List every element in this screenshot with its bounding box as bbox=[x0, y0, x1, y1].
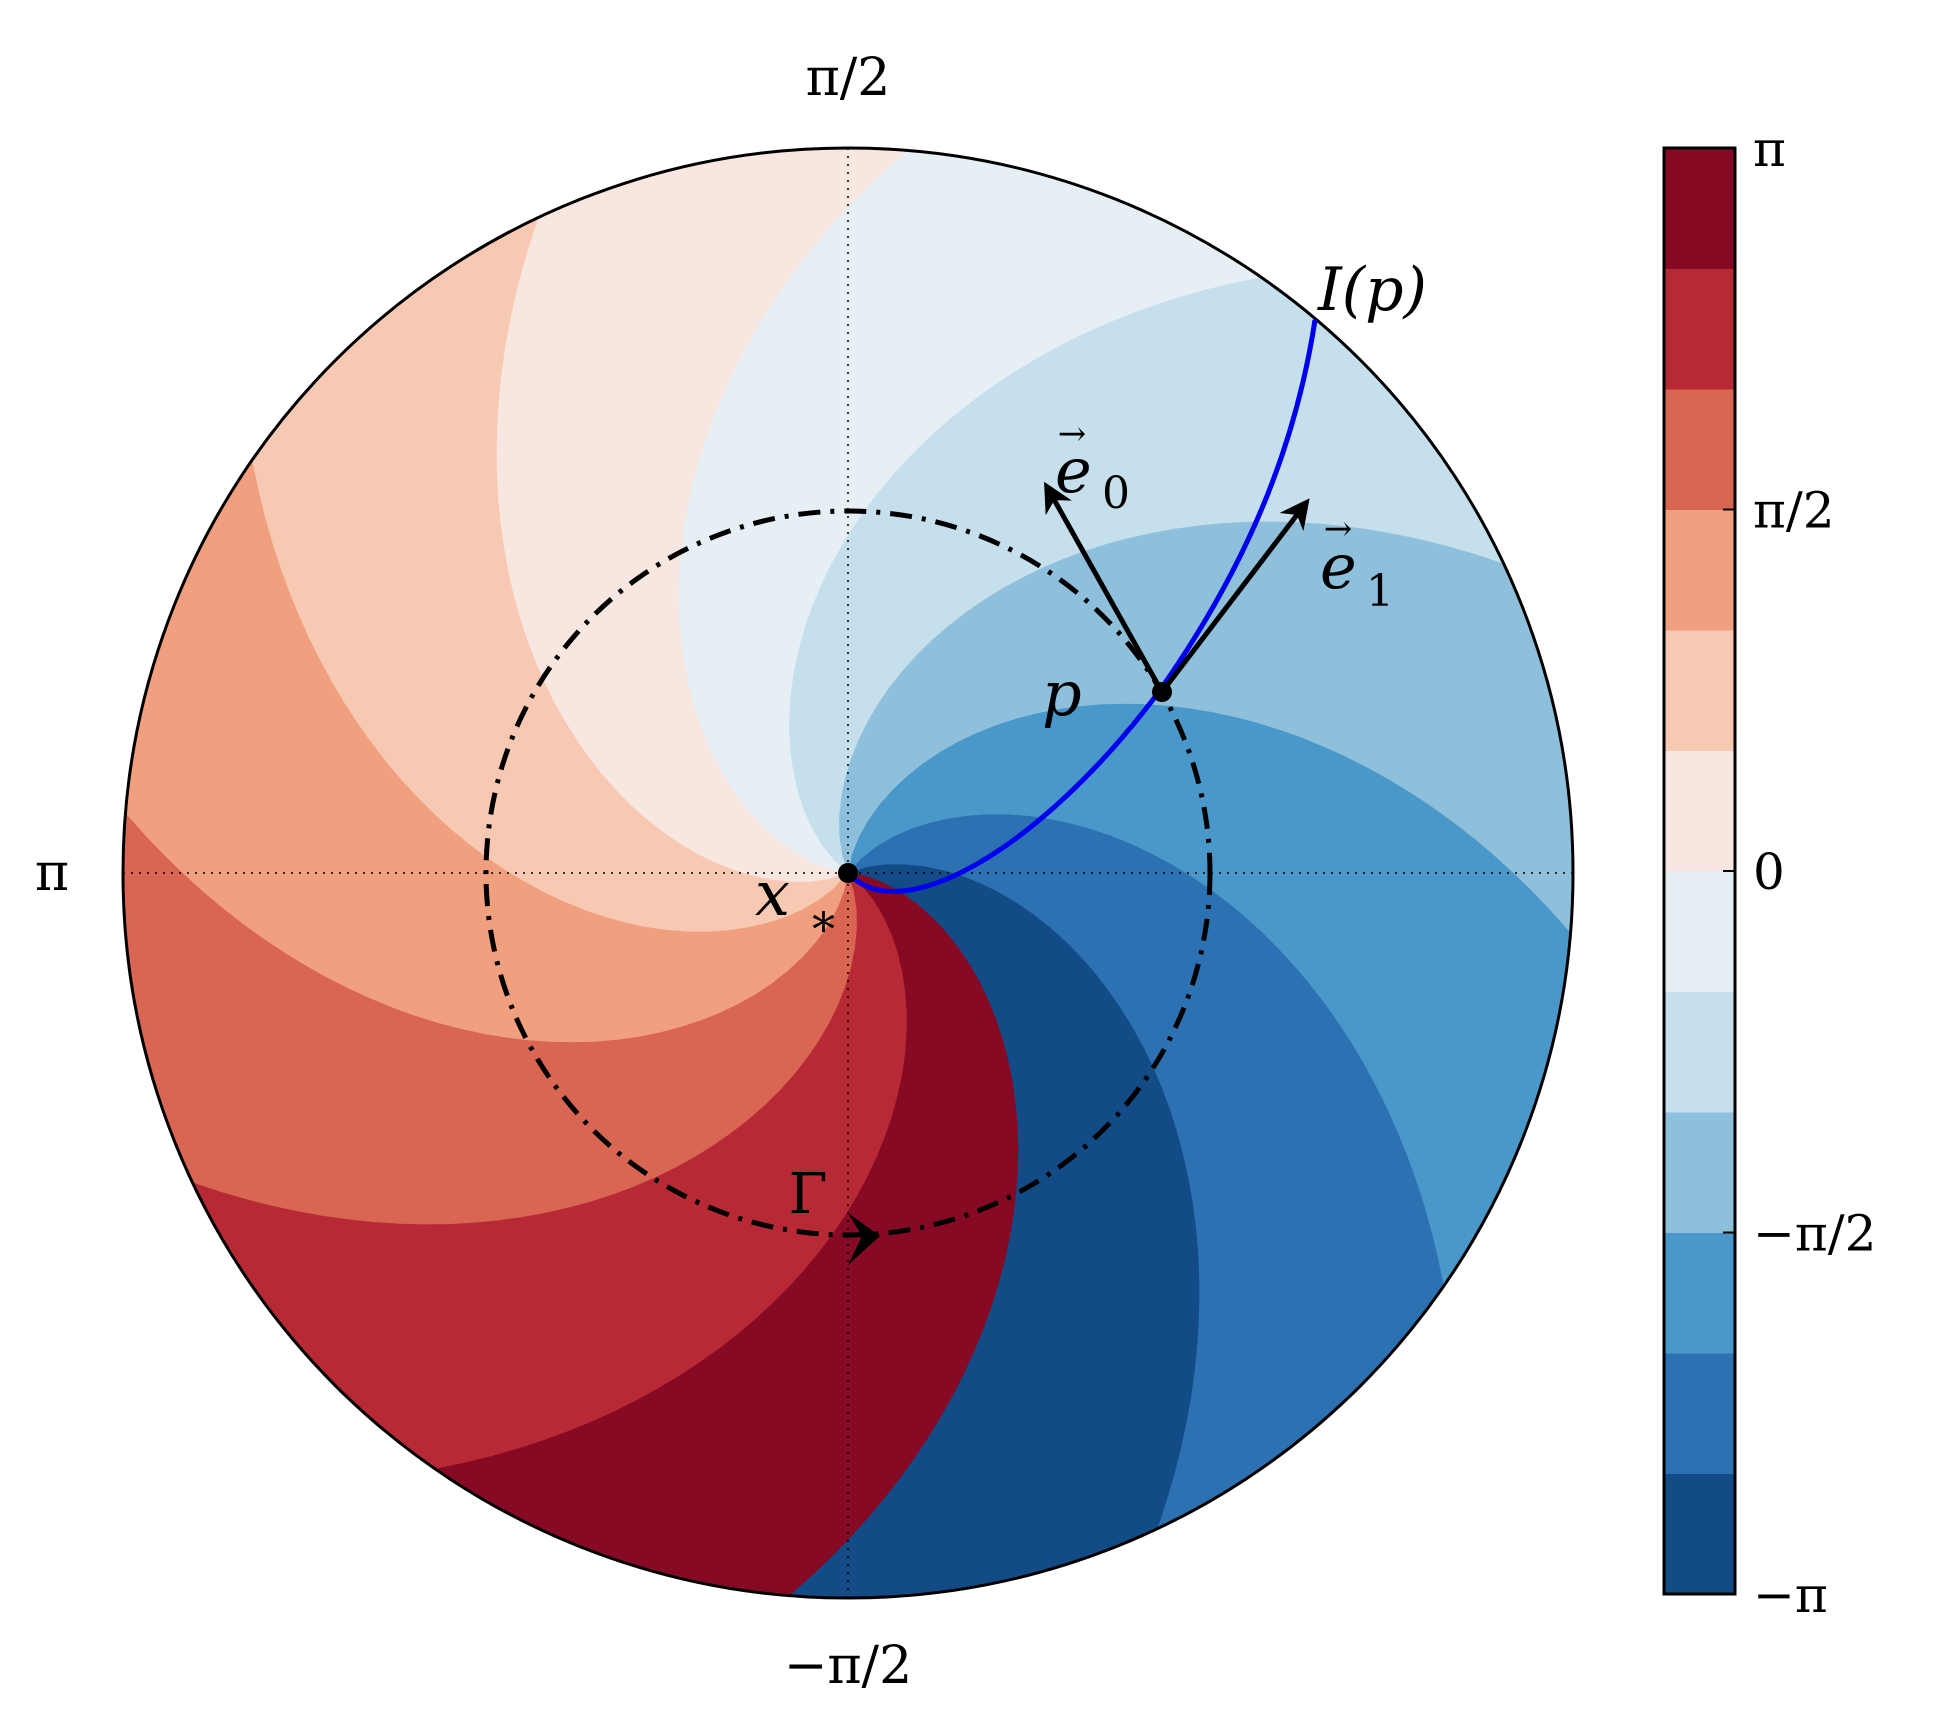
point-p-label: p bbox=[1042, 657, 1082, 730]
axis-lines bbox=[123, 148, 1573, 1598]
vector-e1-subscript: 1 bbox=[1366, 566, 1394, 617]
colorbar: −π −π/2 0 π/2 π bbox=[1662, 120, 1876, 1624]
center-point bbox=[838, 863, 858, 883]
colorbar-tick-label: π bbox=[1753, 120, 1786, 178]
colorbar-bin bbox=[1664, 268, 1735, 390]
vector-e0-subscript: 0 bbox=[1102, 468, 1130, 519]
point-p bbox=[1152, 682, 1172, 702]
center-label-subscript: * bbox=[812, 902, 835, 956]
vector-e0-arrow bbox=[1044, 481, 1165, 694]
vector-e1-arrow-symbol: → bbox=[1324, 509, 1353, 549]
center-label: x * bbox=[755, 857, 835, 956]
angle-label-bottom: −π/2 bbox=[784, 1636, 912, 1696]
disc-boundary bbox=[121, 146, 1575, 1600]
angle-label-left: π bbox=[35, 843, 69, 903]
phase-sectors bbox=[123, 148, 1573, 1598]
colorbar-bin bbox=[1664, 750, 1735, 872]
colorbar-bins bbox=[1664, 148, 1735, 1595]
colorbar-bin bbox=[1664, 1232, 1735, 1354]
colorbar-bin bbox=[1664, 630, 1735, 751]
loop-gamma-label: Γ bbox=[789, 1162, 828, 1227]
colorbar-bin bbox=[1664, 1473, 1735, 1595]
vector-e1-label: → e 1 bbox=[1320, 509, 1394, 617]
colorbar-tick-label: −π/2 bbox=[1753, 1205, 1876, 1263]
colorbar-bin bbox=[1664, 871, 1735, 992]
colorbar-tick-label: π/2 bbox=[1753, 482, 1835, 540]
vector-e0-label: → e 0 bbox=[1055, 414, 1130, 519]
vector-e1-arrow bbox=[1160, 498, 1310, 694]
center-label-name: x bbox=[755, 857, 790, 930]
colorbar-bin bbox=[1664, 509, 1735, 631]
loop-gamma bbox=[483, 508, 1213, 1238]
colorbar-bin bbox=[1664, 389, 1735, 510]
vector-e0-name: e bbox=[1055, 434, 1092, 507]
colorbar-tick-label: −π bbox=[1753, 1566, 1828, 1624]
curve-label: I(p) bbox=[1317, 255, 1427, 325]
loop-gamma-arrowhead bbox=[848, 1213, 880, 1265]
colorbar-bin bbox=[1664, 1353, 1735, 1474]
colorbar-bin bbox=[1664, 991, 1735, 1113]
colorbar-bin bbox=[1664, 1112, 1735, 1233]
vector-e1-name: e bbox=[1320, 530, 1357, 603]
colorbar-ticks: −π −π/2 0 π/2 π bbox=[1723, 120, 1876, 1624]
angle-label-top: π/2 bbox=[806, 48, 891, 108]
vector-e0-arrow-symbol: → bbox=[1058, 414, 1087, 454]
colorbar-bin bbox=[1664, 148, 1735, 269]
colorbar-tick-label: 0 bbox=[1753, 843, 1785, 901]
